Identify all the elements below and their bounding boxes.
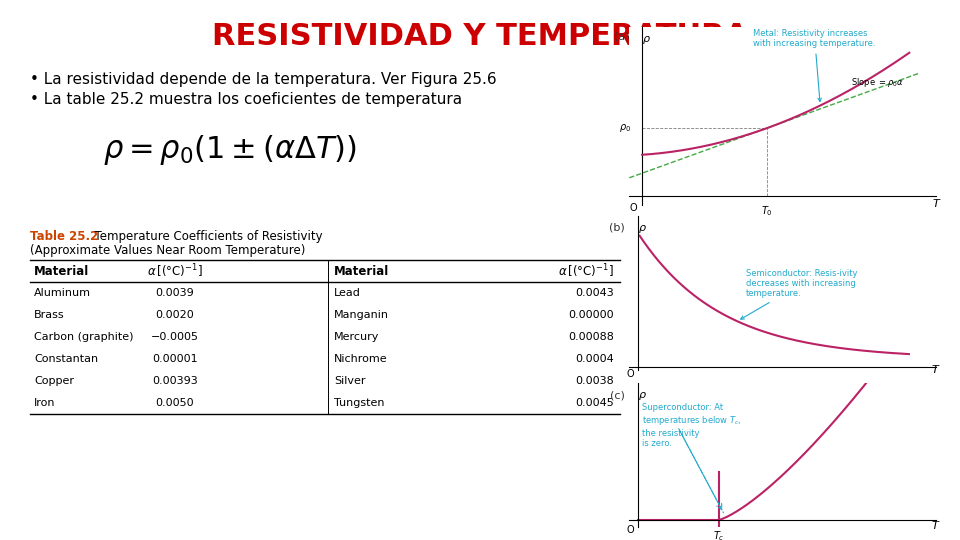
Text: O: O	[627, 369, 635, 379]
Text: Lead: Lead	[334, 288, 361, 299]
Text: $\rho = \rho_0(1 \pm (\alpha \Delta T))$: $\rho = \rho_0(1 \pm (\alpha \Delta T))$	[103, 133, 357, 167]
Text: Semiconductor: Resis-ivity
decreases with increasing
temperature.: Semiconductor: Resis-ivity decreases wit…	[741, 268, 857, 319]
Text: Temperature Coefficients of Resistivity: Temperature Coefficients of Resistivity	[87, 230, 323, 243]
Text: 0.00088: 0.00088	[568, 333, 614, 342]
Text: $\rho$: $\rho$	[637, 222, 647, 234]
Text: Manganin: Manganin	[334, 310, 389, 320]
Text: (c): (c)	[611, 390, 625, 400]
Text: Brass: Brass	[34, 310, 64, 320]
Text: Superconductor: At
temperatures below $T_c$,
the resistivity
is zero.: Superconductor: At temperatures below $T…	[642, 403, 742, 448]
Text: 0.0045: 0.0045	[575, 399, 614, 408]
Text: $\rho$: $\rho$	[642, 34, 651, 46]
Text: Mercury: Mercury	[334, 333, 379, 342]
Text: Material: Material	[34, 265, 89, 278]
Text: $\rho$: $\rho$	[637, 390, 647, 402]
Text: Copper: Copper	[34, 376, 74, 387]
Text: Aluminum: Aluminum	[34, 288, 91, 299]
Text: Carbon (graphite): Carbon (graphite)	[34, 333, 133, 342]
Text: (a): (a)	[614, 31, 630, 41]
Text: 0.00001: 0.00001	[153, 354, 198, 364]
Text: Metal: Resistivity increases
with increasing temperature.: Metal: Resistivity increases with increa…	[754, 29, 876, 102]
Text: (Approximate Values Near Room Temperature): (Approximate Values Near Room Temperatur…	[30, 244, 305, 257]
Text: $T$: $T$	[931, 197, 941, 209]
Text: 0.0039: 0.0039	[156, 288, 194, 299]
Text: RESISTIVIDAD Y TEMPERATURA: RESISTIVIDAD Y TEMPERATURA	[212, 22, 748, 51]
Text: $\alpha\,[(°\mathrm{C})^{-1}]$: $\alpha\,[(°\mathrm{C})^{-1}]$	[559, 262, 614, 280]
Text: • La table 25.2 muestra los coeficientes de temperatura: • La table 25.2 muestra los coeficientes…	[30, 92, 462, 107]
Text: 0.0038: 0.0038	[575, 376, 614, 387]
Text: $T_c$: $T_c$	[713, 529, 725, 540]
Text: Iron: Iron	[34, 399, 56, 408]
Text: Nichrome: Nichrome	[334, 354, 388, 364]
Text: (b): (b)	[610, 222, 625, 233]
Text: Constantan: Constantan	[34, 354, 98, 364]
Text: $T_0$: $T_0$	[761, 204, 773, 218]
Text: 0.0004: 0.0004	[575, 354, 614, 364]
Text: Tungsten: Tungsten	[334, 399, 385, 408]
Text: Material: Material	[334, 265, 389, 278]
Text: $T$: $T$	[931, 363, 941, 375]
Text: 0.00000: 0.00000	[568, 310, 614, 320]
Text: $T$: $T$	[931, 519, 941, 531]
Text: Silver: Silver	[334, 376, 366, 387]
Text: −0.0005: −0.0005	[151, 333, 199, 342]
Text: $\alpha\,[(°\mathrm{C})^{-1}]$: $\alpha\,[(°\mathrm{C})^{-1}]$	[147, 262, 203, 280]
Text: 0.0020: 0.0020	[156, 310, 194, 320]
Text: • La resistividad depende de la temperatura. Ver Figura 25.6: • La resistividad depende de la temperat…	[30, 72, 496, 87]
Text: O: O	[627, 525, 635, 535]
Text: 0.0050: 0.0050	[156, 399, 194, 408]
Text: O: O	[630, 203, 637, 213]
Text: $\rho_0$: $\rho_0$	[619, 122, 632, 134]
Text: Table 25.2: Table 25.2	[30, 230, 98, 243]
Text: 0.0043: 0.0043	[575, 288, 614, 299]
Text: 0.00393: 0.00393	[152, 376, 198, 387]
Text: Slope $= \rho_0\alpha$: Slope $= \rho_0\alpha$	[852, 76, 904, 89]
